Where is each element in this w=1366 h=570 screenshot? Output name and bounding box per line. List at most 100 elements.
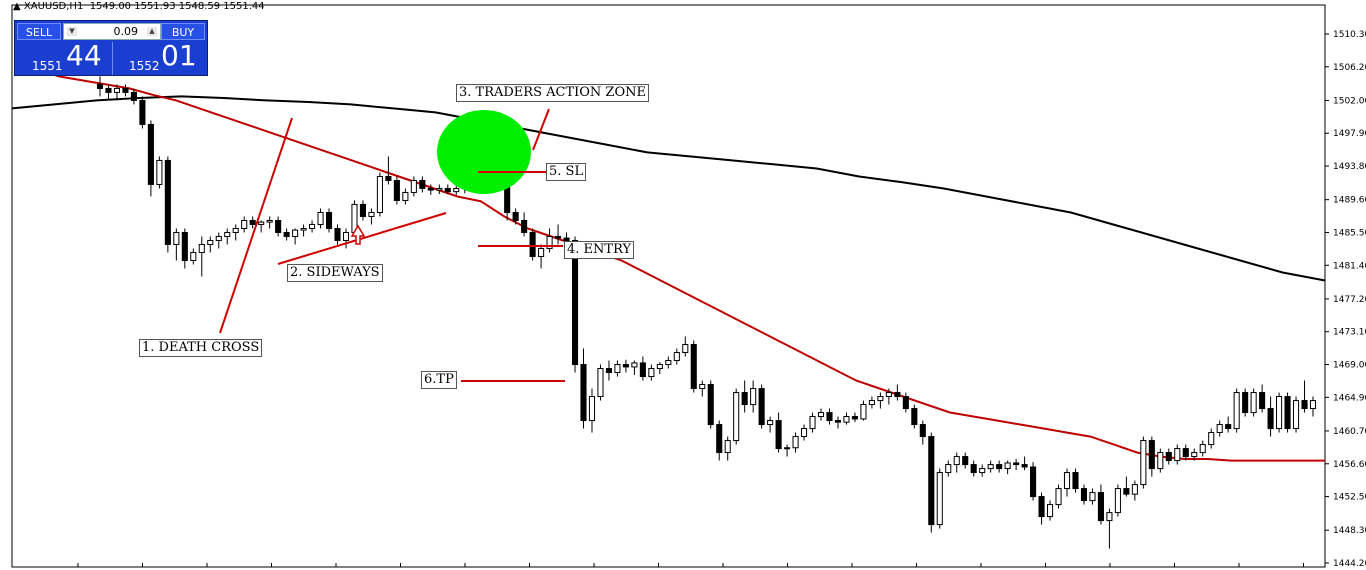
candle-body [1140,440,1147,486]
candle-body [1284,396,1291,430]
candle-body [1046,504,1054,518]
candle [911,404,918,429]
candle-body [130,91,137,101]
candle [1148,436,1155,477]
candle-body [860,404,867,420]
candle-body [1030,466,1037,498]
candle [232,224,239,241]
candle-body [538,247,545,257]
candle-body [784,447,791,450]
candle-body [359,203,367,217]
candle-body [1267,408,1274,430]
candle [1165,448,1172,465]
chevron-up-icon[interactable]: ▲ [147,27,157,36]
candle [1055,484,1062,509]
candle [1191,448,1198,461]
candle [325,208,333,233]
candle-body [1072,472,1079,490]
candle-body [1225,424,1232,430]
candle-body [1174,448,1181,462]
lot-size-input[interactable]: ▼ 0.09 ▲ [63,23,161,40]
candle [724,436,731,461]
candle-body [843,416,850,423]
sell-button[interactable]: SELL [17,23,61,40]
candle [342,228,350,249]
candle [1284,392,1291,433]
y-tick-label: 1460.70 [1333,427,1366,437]
candle [147,120,154,197]
candle-body [733,392,740,442]
y-tick-label: 1502.00 [1333,96,1366,106]
candle-body [427,187,434,191]
candle [427,184,434,195]
candle [758,384,765,429]
candle-body [266,219,273,223]
candle [979,464,986,477]
candle-body [164,159,171,245]
candle-body [809,416,816,430]
candle [190,248,197,265]
candle [605,360,612,381]
candle [1131,480,1138,501]
candle-body [156,159,163,185]
candle [631,360,638,375]
candle [266,216,273,229]
buy-button[interactable]: BUY [161,23,205,40]
candle [936,468,943,529]
candle [334,224,341,245]
candle-body [894,392,901,398]
candle [300,224,307,237]
candle [444,184,451,195]
y-tick-label: 1452.50 [1333,493,1366,503]
candle [733,388,740,445]
action-zone-label: 3. TRADERS ACTION ZONE [456,84,649,102]
candle-body [588,396,596,422]
candle-body [979,468,986,474]
candle-body [1004,462,1011,470]
traders-action-zone [437,110,531,194]
candle [1140,436,1147,489]
candle-body [1276,396,1283,430]
candle-body [1097,492,1104,522]
candle [953,452,960,473]
candle-body [1250,392,1257,414]
candle-body [258,221,265,225]
candle-body [877,396,884,402]
candle [665,356,672,369]
ohlc-label: 1549.00 1551.93 1548.59 1551.44 [89,1,265,12]
candle-body [173,231,180,245]
y-tick-label: 1473.10 [1333,328,1366,338]
candle [597,364,604,401]
ask-quote[interactable]: 1552 01 [113,39,207,75]
candle-body [919,424,926,438]
candle-body [945,464,952,474]
candle-body [1157,452,1164,470]
candle [1072,468,1079,493]
candle [792,432,799,453]
y-tick-label: 1444.20 [1333,559,1366,569]
candle-body [376,175,383,213]
candle [648,364,655,381]
one-click-trading-panel: SELL ▼ 0.09 ▲ BUY 1551 44 1552 01 [14,20,208,76]
candle-body [936,472,943,526]
bid-quote[interactable]: 1551 44 [16,39,110,75]
entry-label: 4. ENTRY [564,241,635,259]
candle-body [1233,392,1240,430]
candle-body [555,235,562,239]
candle [402,188,409,205]
candle [843,412,850,425]
divider [112,42,113,75]
candle-body [1259,392,1266,410]
candle-body [147,123,154,185]
candle-body [1021,464,1028,468]
candle [826,408,833,425]
candle [521,212,528,237]
candle [690,340,697,393]
candle-body [750,388,757,406]
candle-body [851,416,858,420]
candle [1259,384,1266,413]
candle-body [249,219,256,225]
chevron-down-icon[interactable]: ▼ [67,27,77,36]
candle [207,236,214,253]
candle-body [834,420,842,423]
